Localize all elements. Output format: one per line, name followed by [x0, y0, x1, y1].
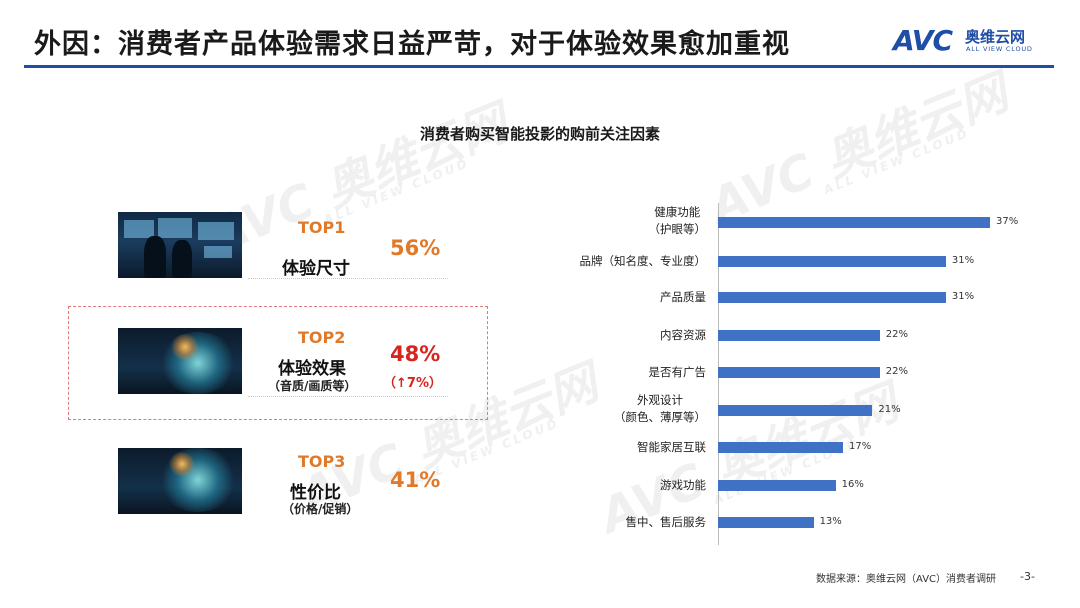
bar-row: 售中、售后服务 13%: [540, 508, 1040, 538]
bar-row: 智能家居互联 17%: [540, 433, 1040, 463]
bar-category-label: 品牌（知名度、专业度）: [579, 254, 707, 268]
top1-rank: TOP1: [298, 218, 346, 237]
top-card-1: TOP1 体验尺寸 56%: [118, 210, 448, 290]
bar-row: 产品质量 31%: [540, 283, 1040, 313]
top2-delta: （↑7%）: [383, 376, 442, 391]
bar-row: 是否有广告 22%: [540, 358, 1040, 388]
bar-value-label: 17%: [848, 441, 872, 452]
bar-value-label: 21%: [878, 404, 901, 415]
bar: [718, 480, 836, 491]
bar-category-label: 游戏功能: [660, 478, 706, 492]
top3-percent: 41%: [390, 468, 441, 492]
bar-row: 品牌（知名度、专业度） 31%: [540, 247, 1040, 277]
wave-projection-image: [118, 448, 242, 514]
bar: [718, 330, 880, 341]
top-card-3: TOP3 性价比 （价格/促销） 41%: [118, 446, 448, 526]
data-source: 数据来源：奥维云网（AVC）消费者调研: [816, 574, 997, 585]
bar-row: 游戏功能 16%: [540, 471, 1040, 501]
wave-projection-image: [118, 328, 242, 394]
top2-sub: （音质/画质等）: [268, 379, 357, 393]
logo-cn-text: 奥维云网: [965, 28, 1026, 46]
bar-value-label: 22%: [885, 329, 908, 340]
page-title: 外因：消费者产品体验需求日益严苛，对于体验效果愈加重视: [34, 29, 790, 60]
logo-en-text: ALL VIEW CLOUD: [966, 45, 1033, 53]
page-number: -3-: [1020, 570, 1035, 583]
top1-percent: 56%: [390, 236, 441, 260]
bar: [718, 405, 873, 416]
bar-category-label: 售中、售后服务: [625, 515, 707, 529]
bar-category-label: 内容资源: [660, 328, 706, 342]
bar: [718, 367, 880, 378]
bar: [718, 217, 990, 228]
top-card-2: TOP2 体验效果 （音质/画质等） 48% （↑7%）: [118, 322, 448, 402]
bar-value-label: 31%: [951, 291, 975, 302]
divider: [248, 396, 448, 397]
top2-percent: 48%: [390, 342, 441, 366]
divider: [248, 278, 448, 279]
chart-title: 消费者购买智能投影的购前关注因素: [419, 125, 660, 143]
bar-category-label: 健康功能 （护眼等）: [648, 205, 707, 236]
bar-category-label: 智能家居互联: [637, 440, 706, 454]
bar-row: 外观设计 （颜色、薄厚等） 21%: [540, 393, 1040, 426]
top3-rank: TOP3: [298, 452, 346, 471]
bar-value-label: 16%: [841, 479, 864, 490]
header-divider: [24, 65, 1054, 68]
avc-logo: AVC 奥维云网 ALL VIEW CLOUD: [893, 24, 1063, 58]
top2-rank: TOP2: [298, 328, 346, 347]
bar: [718, 517, 814, 528]
top3-name: 性价比: [290, 483, 341, 503]
bar-category-label: 外观设计 （颜色、薄厚等）: [614, 393, 706, 424]
top2-name: 体验效果: [278, 359, 346, 379]
top2-highlight-box: [68, 306, 488, 420]
bar-value-label: 31%: [951, 255, 975, 266]
bar-row: 内容资源 22%: [540, 321, 1040, 351]
top1-name: 体验尺寸: [282, 259, 350, 279]
people-watching-screens-image: [118, 212, 242, 278]
bar: [718, 256, 946, 267]
bar-value-label: 13%: [819, 516, 842, 527]
top3-sub: （价格/促销）: [282, 502, 359, 516]
bar: [718, 292, 946, 303]
bar-category-label: 产品质量: [660, 290, 706, 304]
bar-category-label: 是否有广告: [648, 365, 707, 379]
bar-row: 健康功能 （护眼等） 37%: [540, 205, 1040, 238]
bar-value-label: 22%: [885, 366, 908, 377]
bar: [718, 442, 843, 453]
bar-value-label: 37%: [996, 216, 1019, 227]
logo-mark: AVC: [893, 24, 953, 57]
